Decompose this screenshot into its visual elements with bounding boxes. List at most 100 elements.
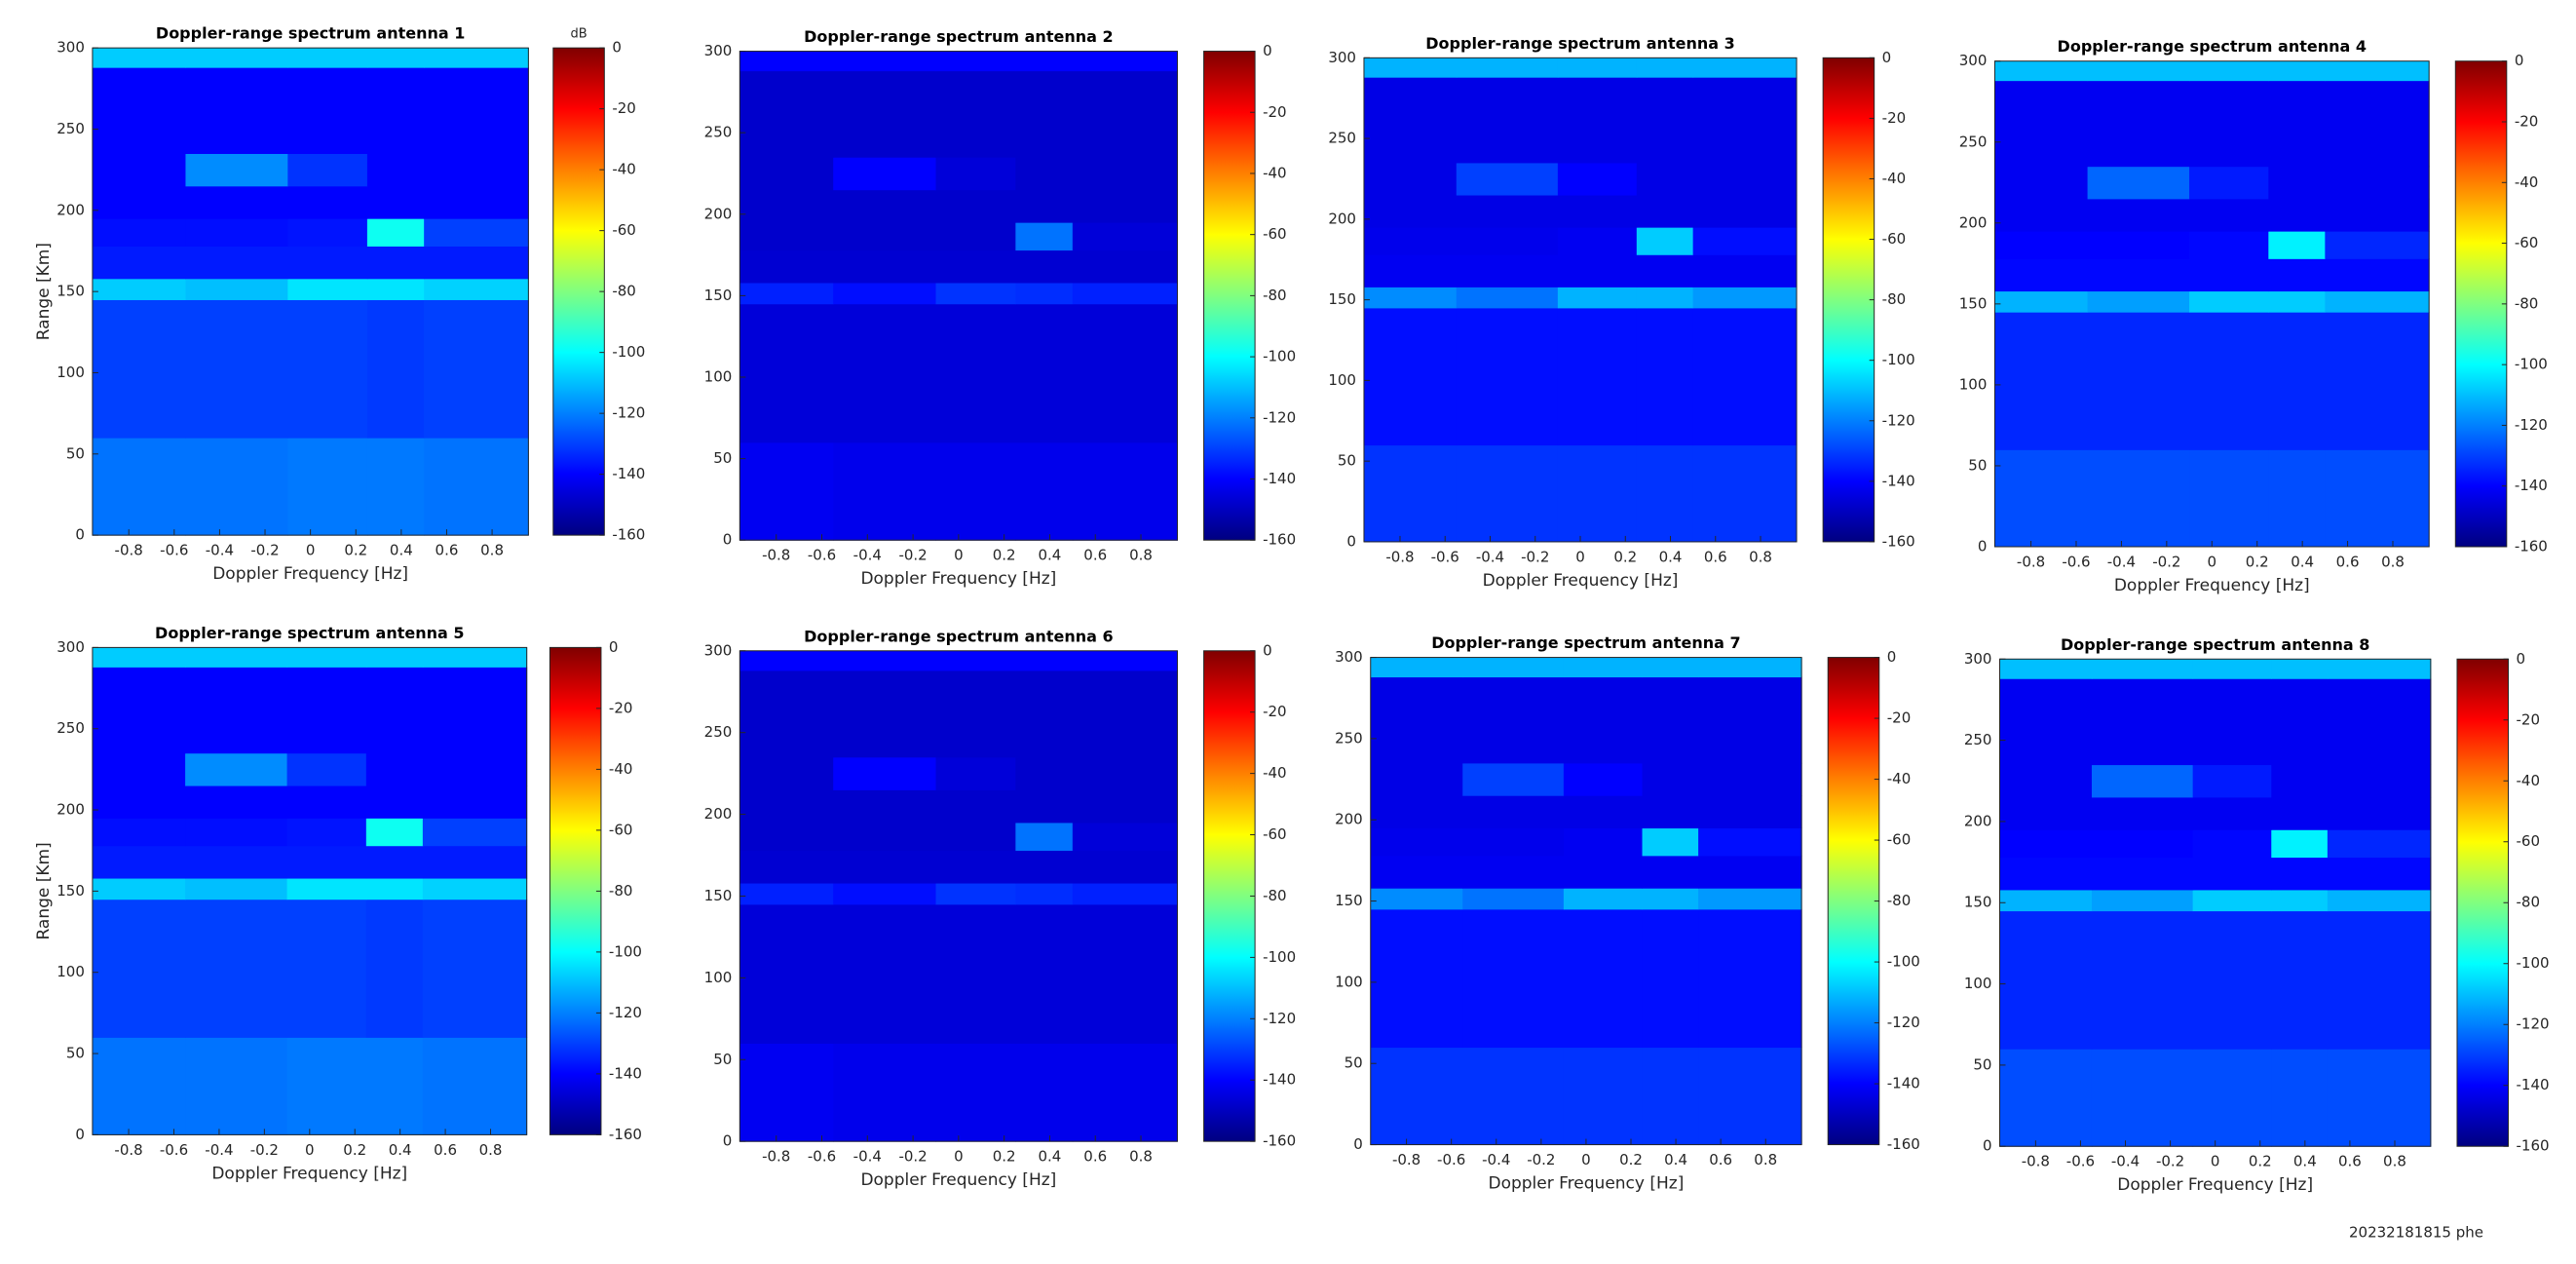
heatmap-cell xyxy=(1072,850,1178,884)
heatmap-cell xyxy=(1072,756,1178,790)
heatmap-cell xyxy=(2091,796,2194,830)
heatmap-cell xyxy=(1462,855,1565,889)
x-tick-label: -0.6 xyxy=(2066,1153,2095,1170)
heatmap-cell xyxy=(1557,57,1638,78)
heatmap-cell xyxy=(1015,903,1074,1044)
heatmap-cell xyxy=(1072,222,1178,251)
heatmap-cell xyxy=(1557,195,1638,228)
x-tick-label: -0.2 xyxy=(1527,1151,1555,1168)
x-tick-label: 0.4 xyxy=(390,542,413,559)
heatmap-cell xyxy=(2087,312,2190,450)
x-axis-label: Doppler Frequency [Hz] xyxy=(2114,576,2310,595)
x-tick-label: -0.6 xyxy=(1437,1151,1465,1168)
heatmap-cell xyxy=(365,647,424,668)
y-tick-label: 150 xyxy=(57,882,85,900)
heatmap-cell xyxy=(1698,827,1802,857)
x-tick-label: -0.8 xyxy=(762,547,790,564)
heatmap-cell xyxy=(1456,77,1559,164)
heatmap-cell xyxy=(1642,1047,1699,1146)
heatmap-cell xyxy=(833,249,936,284)
colorbar-tick-label: 0 xyxy=(1263,641,1272,659)
heatmap-cell xyxy=(92,218,186,247)
heatmap-cell xyxy=(739,222,834,251)
heatmap-cell xyxy=(2271,829,2329,859)
heatmap-cell xyxy=(424,153,529,187)
colorbar-tick-label: 0 xyxy=(1887,648,1897,666)
chart-title: Doppler-range spectrum antenna 3 xyxy=(1425,34,1734,53)
heatmap-cell xyxy=(422,899,528,1038)
heatmap-cell xyxy=(935,157,1016,191)
heatmap-cell xyxy=(833,157,936,191)
y-tick-label: 300 xyxy=(1959,52,1988,69)
heatmap-cell xyxy=(2271,889,2329,912)
heatmap-cell xyxy=(92,752,186,786)
heatmap-cell xyxy=(935,822,1016,851)
colorbar-tick-label: -160 xyxy=(609,1126,642,1143)
heatmap-cell xyxy=(1692,287,1798,309)
heatmap-cell xyxy=(1636,77,1694,164)
heatmap-cell xyxy=(935,51,1016,72)
y-tick-label: 300 xyxy=(704,641,733,659)
heatmap-cell xyxy=(2268,198,2326,232)
heatmap-cell xyxy=(935,850,1016,884)
heatmap-cell xyxy=(1462,827,1565,857)
heatmap-cell xyxy=(1363,77,1458,164)
x-tick-label: 0.2 xyxy=(343,1141,366,1159)
panel: -0.8 -0.6 -0.4 -0.2 0 0.2 0.4 0.6 0.8 0 50 100 150 20… xyxy=(704,27,1296,589)
y-tick-label: 100 xyxy=(1964,975,1992,992)
heatmap-cell xyxy=(833,883,936,905)
heatmap-cell xyxy=(365,752,424,786)
heatmap-cell xyxy=(1462,657,1565,678)
heatmap-cell xyxy=(287,438,368,536)
heatmap-cell xyxy=(1370,676,1463,764)
y-tick-label: 300 xyxy=(1335,648,1363,666)
heatmap-cell xyxy=(1698,908,1802,1049)
heatmap-cell xyxy=(92,278,186,300)
heatmap-cell xyxy=(1456,195,1559,228)
x-tick-label: -0.8 xyxy=(1392,1151,1421,1168)
colorbar-tick-label: -80 xyxy=(1263,887,1287,904)
heatmap-cell xyxy=(286,785,367,819)
y-tick-label: 0 xyxy=(1353,1135,1363,1153)
heatmap-cell xyxy=(287,48,368,68)
heatmap-cell xyxy=(287,153,368,187)
y-tick-label: 300 xyxy=(57,39,85,57)
heatmap-cell xyxy=(1563,827,1644,857)
heatmap-cell xyxy=(2325,60,2430,82)
heatmap-cell xyxy=(286,878,367,900)
colorbar-tick-label: -60 xyxy=(612,221,636,239)
heatmap-cell xyxy=(1370,855,1463,889)
colorbar-tick-label: -80 xyxy=(612,283,636,300)
heatmap-cell xyxy=(424,299,529,439)
heatmap-cell xyxy=(1363,444,1458,543)
heatmap-cell xyxy=(2271,1049,2329,1147)
colorbar-tick-label: -160 xyxy=(1887,1135,1920,1153)
colorbar-tick-label: -80 xyxy=(1263,287,1287,304)
heatmap-cell xyxy=(2192,889,2272,912)
y-tick-label: 200 xyxy=(704,205,733,222)
colorbar-tick-label: -120 xyxy=(1882,411,1915,429)
heatmap-cell xyxy=(2268,166,2326,200)
x-tick-label: 0.6 xyxy=(434,1141,457,1159)
heatmap-cell xyxy=(1072,670,1178,758)
heatmap-cell xyxy=(2189,60,2269,82)
panel: -0.8 -0.6 -0.4 -0.2 0 0.2 0.4 0.6 0.8 0 50 100 150 20… xyxy=(34,624,642,1183)
y-tick-label: 200 xyxy=(1964,812,1992,829)
heatmap-cell xyxy=(1692,444,1798,543)
heatmap-cell xyxy=(366,218,425,247)
heatmap-cell xyxy=(935,249,1016,284)
heatmap-cell xyxy=(424,278,529,300)
heatmap-cell xyxy=(185,667,288,754)
colorbar-tick-label: -40 xyxy=(2517,772,2541,789)
y-tick-label: 250 xyxy=(57,719,85,737)
heatmap-cell xyxy=(833,756,936,790)
heatmap-cell xyxy=(2091,764,2194,798)
heatmap-cell xyxy=(1015,850,1074,884)
heatmap-cell xyxy=(2192,1049,2272,1147)
heatmap-cell xyxy=(1363,307,1458,446)
y-tick-label: 250 xyxy=(704,723,733,741)
x-tick-label: 0.4 xyxy=(2293,1153,2317,1170)
heatmap-cell xyxy=(1015,303,1074,443)
colorbar xyxy=(549,646,602,1135)
heatmap-cell xyxy=(2268,60,2326,82)
